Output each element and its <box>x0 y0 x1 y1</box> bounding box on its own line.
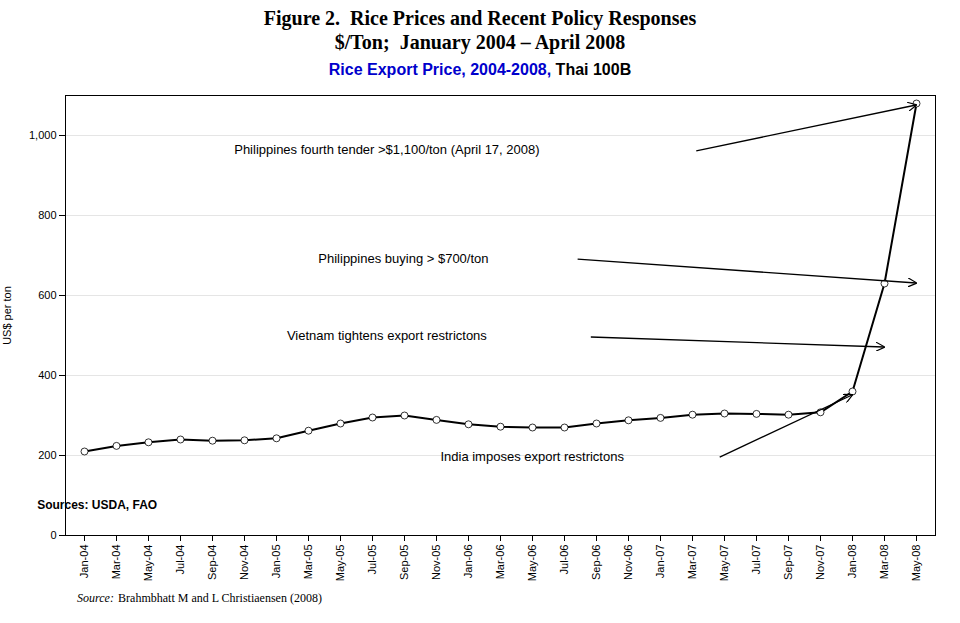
svg-text:600: 600 <box>38 289 56 301</box>
svg-text:Jan-05: Jan-05 <box>270 545 282 579</box>
svg-text:Jul-07: Jul-07 <box>750 545 762 575</box>
html-text:Figure 2. Rice Prices and Rece: Figure 2. Rice Prices and Recent Policy … <box>263 7 697 53</box>
svg-text:May-08: May-08 <box>910 545 922 582</box>
svg-text:Sep-04: Sep-04 <box>206 545 218 580</box>
svg-text:May-05: May-05 <box>334 545 346 582</box>
svg-text:May-04: May-04 <box>142 545 154 582</box>
svg-text:Jan-04: Jan-04 <box>78 545 90 579</box>
svg-text:Nov-04: Nov-04 <box>238 545 250 580</box>
svg-text:800: 800 <box>38 209 56 221</box>
svg-text:May-06: May-06 <box>526 545 538 582</box>
svg-text:Vietnam tightens export restri: Vietnam tightens export restrictons <box>287 328 487 343</box>
svg-text:0: 0 <box>50 529 56 541</box>
svg-text:Nov-07: Nov-07 <box>814 545 826 580</box>
svg-text:Nov-05: Nov-05 <box>430 545 442 580</box>
svg-text:Mar-08: Mar-08 <box>878 545 890 580</box>
svg-text:Jul-05: Jul-05 <box>366 545 378 575</box>
svg-text:Philippines fourth tender >$1,: Philippines fourth tender >$1,100/ton (A… <box>234 142 539 157</box>
svg-text:Mar-04: Mar-04 <box>110 545 122 580</box>
svg-text:Mar-06: Mar-06 <box>494 545 506 580</box>
svg-text:Jul-04: Jul-04 <box>174 545 186 575</box>
svg-text:400: 400 <box>38 369 56 381</box>
svg-text:Sep-05: Sep-05 <box>398 545 410 580</box>
svg-text:India imposes export restricto: India imposes export restrictons <box>440 449 624 464</box>
svg-text:Jan-07: Jan-07 <box>654 545 666 579</box>
svg-text:Mar-05: Mar-05 <box>302 545 314 580</box>
svg-text:May-07: May-07 <box>718 545 730 582</box>
html-text:Rice Export Price, 2004-2008,: Rice Export Price, 2004-2008, Thai 100B <box>328 61 632 78</box>
svg-text:Jan-06: Jan-06 <box>462 545 474 579</box>
svg-text:Jul-06: Jul-06 <box>558 545 570 575</box>
svg-text:Sep-07: Sep-07 <box>782 545 794 580</box>
html-text:Source: Brahmbhatt M and L Chr: Source: Brahmbhatt M and L Christiaensen… <box>77 591 322 605</box>
svg-text:US$ per ton: US$ per ton <box>1 286 13 345</box>
svg-text:Mar-07: Mar-07 <box>686 545 698 580</box>
svg-text:Sources: USDA, FAO: Sources: USDA, FAO <box>37 498 157 512</box>
svg-text:200: 200 <box>38 449 56 461</box>
svg-text:Nov-06: Nov-06 <box>622 545 634 580</box>
svg-text:1,000: 1,000 <box>29 129 57 141</box>
svg-text:Sep-06: Sep-06 <box>590 545 602 580</box>
svg-text:Philippines buying > $700/ton: Philippines buying > $700/ton <box>318 251 488 266</box>
svg-text:Jan-08: Jan-08 <box>846 545 858 579</box>
